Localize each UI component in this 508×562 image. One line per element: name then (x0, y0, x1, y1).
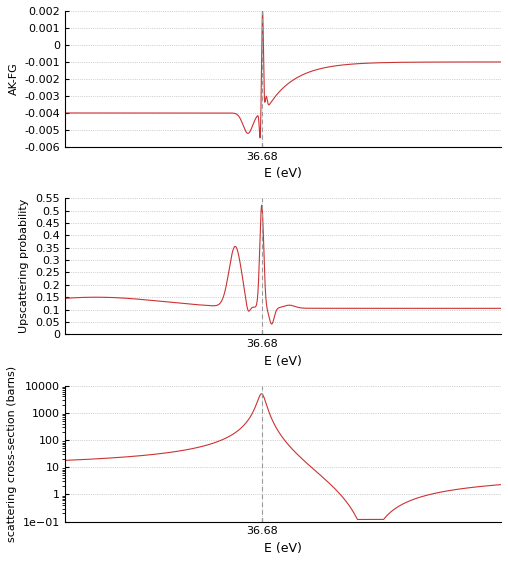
X-axis label: E (eV): E (eV) (264, 167, 302, 180)
Y-axis label: AK-FG: AK-FG (9, 62, 18, 96)
X-axis label: E (eV): E (eV) (264, 355, 302, 368)
Y-axis label: scattering cross-section (barns): scattering cross-section (barns) (7, 365, 17, 542)
Y-axis label: Upscattering probability: Upscattering probability (19, 199, 29, 333)
X-axis label: E (eV): E (eV) (264, 542, 302, 555)
